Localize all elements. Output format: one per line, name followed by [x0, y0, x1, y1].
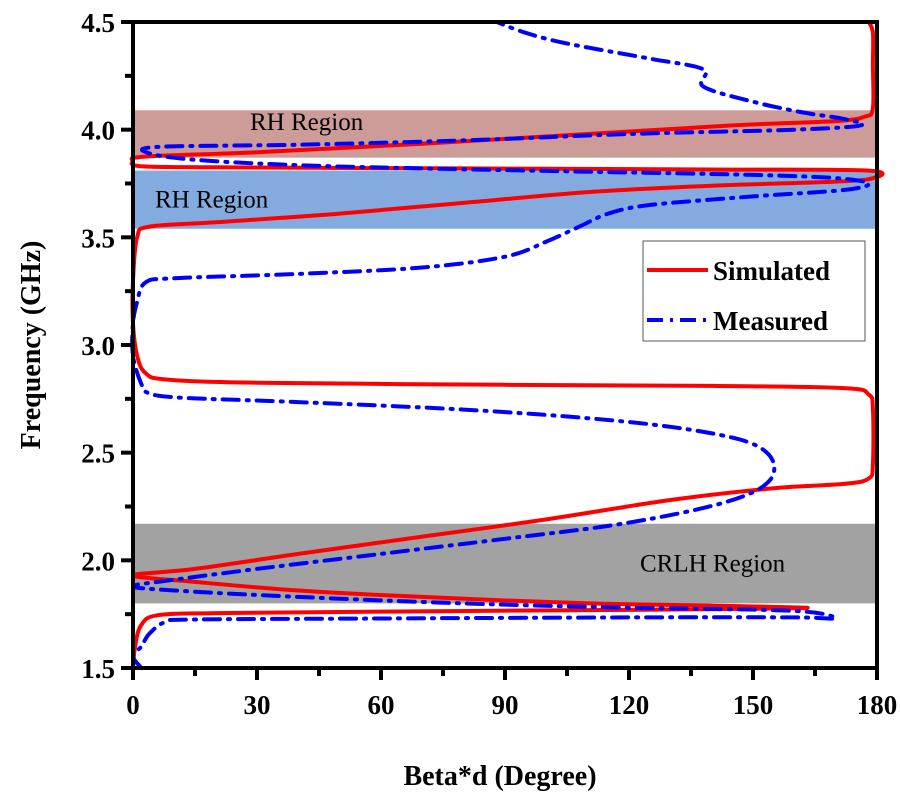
- y-axis-title: Frequency (GHz): [16, 241, 47, 450]
- y-tick-label: 3.0: [81, 331, 115, 361]
- legend: Simulated Measured: [642, 240, 866, 342]
- x-tick-label: 90: [492, 690, 519, 720]
- region-label-0: RH Region: [250, 109, 364, 136]
- x-tick-label: 60: [368, 690, 395, 720]
- axis-ticks: [121, 20, 879, 680]
- x-tick-label: 0: [126, 690, 140, 720]
- x-tick-label: 120: [609, 690, 650, 720]
- series-line-simulated: [129, 20, 885, 670]
- x-tick-label: 180: [857, 690, 898, 720]
- y-tick-label: 2.5: [81, 439, 115, 469]
- y-tick-label: 4.0: [81, 116, 115, 146]
- y-tick-label: 1.5: [81, 654, 115, 684]
- y-tick-label: 2.0: [81, 546, 115, 576]
- legend-box: [642, 240, 866, 342]
- y-tick-label: 3.5: [81, 223, 115, 253]
- y-tick-labels: 1.5 2.0 2.5 3.0 3.5 4.0 4.5: [81, 8, 115, 684]
- legend-simulated-label: Simulated: [713, 256, 830, 286]
- x-tick-label: 30: [244, 690, 271, 720]
- region-labels: RH Region RH Region CRLH Region: [155, 109, 786, 578]
- region-band-0: [134, 110, 877, 158]
- x-axis-title: Beta*d (Degree): [403, 761, 596, 792]
- region-label-1: RH Region: [155, 187, 269, 214]
- x-tick-labels: 0 30 60 90 120 150 180: [126, 690, 897, 720]
- region-label-2: CRLH Region: [640, 551, 786, 578]
- y-tick-label: 4.5: [81, 8, 115, 38]
- legend-measured-label: Measured: [713, 306, 828, 336]
- x-tick-label: 150: [733, 690, 774, 720]
